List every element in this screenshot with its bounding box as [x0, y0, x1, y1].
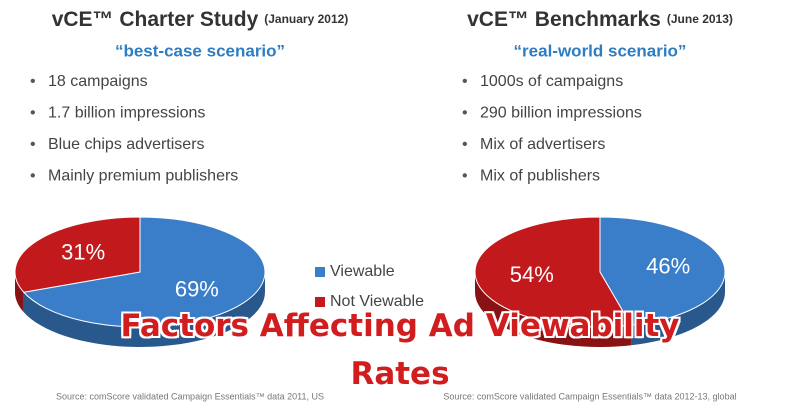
overlay-title: Factors Affecting Ad Viewability Rates — [120, 308, 680, 392]
pie-slice — [22, 216, 266, 328]
panel-subtitle: “best-case scenario” — [115, 41, 285, 60]
note: 1000s of campaigns — [480, 73, 623, 90]
legend-label: Not Viewable — [330, 293, 424, 310]
pie-side — [631, 272, 725, 346]
bullet: • — [30, 168, 36, 185]
note: Blue chips advertisers — [48, 136, 205, 153]
bullet: • — [462, 73, 468, 90]
source: Source: comScore validated Campaign Esse… — [443, 391, 736, 401]
value-label: 69% — [175, 276, 219, 301]
note: Mainly premium publishers — [48, 168, 238, 185]
note: 18 campaigns — [48, 73, 148, 90]
bullet: • — [462, 136, 468, 153]
pie-slice — [599, 216, 726, 326]
pie-side — [475, 272, 632, 347]
panel-subtitle: “real-world scenario” — [514, 41, 687, 60]
title-date: (January 2012) — [264, 12, 348, 26]
panel-title: vCE™ Charter Study (January 2012) — [52, 8, 349, 31]
pie-slice — [474, 216, 632, 328]
note: Mix of publishers — [480, 168, 600, 185]
legend-swatch — [315, 297, 325, 307]
title-text: vCE™ Charter Study — [52, 8, 259, 31]
pie-side — [15, 272, 24, 313]
title-date: (June 2013) — [667, 12, 733, 26]
bullet: • — [462, 105, 468, 122]
note: 290 billion impressions — [480, 105, 642, 122]
pie-side — [23, 272, 265, 347]
pie-slice — [14, 216, 141, 293]
note: 1.7 billion impressions — [48, 105, 205, 122]
legend-label: Viewable — [330, 263, 395, 280]
title-text: vCE™ Benchmarks — [467, 8, 661, 31]
bullet: • — [462, 168, 468, 185]
panel-title: vCE™ Benchmarks (June 2013) — [467, 8, 733, 31]
value-label: 46% — [646, 254, 690, 279]
source: Source: comScore validated Campaign Esse… — [56, 391, 324, 401]
bullet: • — [30, 136, 36, 153]
note: Mix of advertisers — [480, 136, 605, 153]
legend-swatch — [315, 267, 325, 277]
bullet: • — [30, 73, 36, 90]
bullet: • — [30, 105, 36, 122]
value-label: 54% — [510, 262, 554, 287]
value-label: 31% — [61, 239, 105, 264]
